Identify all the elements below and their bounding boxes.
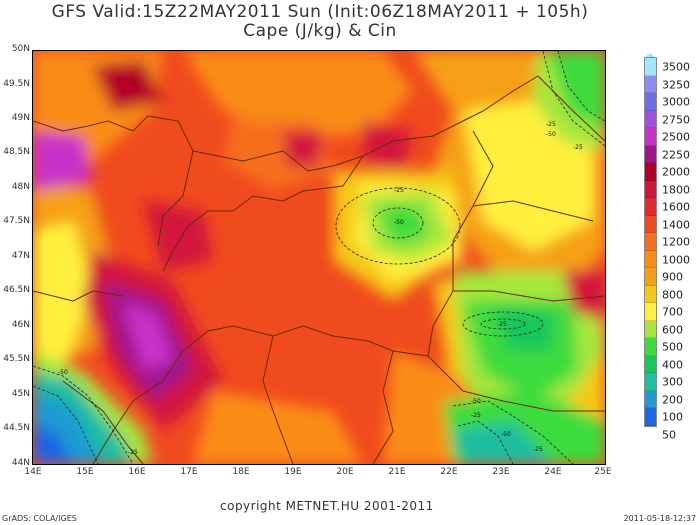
lon-label: 25E	[594, 467, 612, 477]
colorbar-label: 1800	[662, 183, 690, 196]
lat-label: 45N	[11, 389, 30, 399]
lon-label: 18E	[232, 467, 250, 477]
colorbar-swatch	[645, 233, 656, 251]
lat-label: 49.5N	[3, 79, 30, 89]
lat-label: 46N	[11, 320, 30, 330]
colorbar-swatch	[645, 198, 656, 216]
lon-label: 21E	[388, 467, 406, 477]
cin-label: -50	[58, 369, 68, 376]
colorbar-label: 200	[662, 393, 683, 406]
lat-label: 47N	[11, 251, 30, 261]
lat-label: 49N	[11, 113, 30, 123]
cin-label: -50	[394, 219, 404, 226]
cin-labels: -25 -50 -25 -50 -25 -25 -50 -25 -50 -25 …	[58, 121, 583, 456]
colorbar-label: 2500	[662, 130, 690, 144]
colorbar-label: 800	[662, 288, 683, 301]
lon-label: 22E	[440, 467, 458, 477]
colorbar-swatch	[645, 303, 656, 321]
colorbar-label: 100	[662, 410, 683, 424]
colorbar-label: 400	[662, 358, 683, 371]
lon-label: 19E	[284, 467, 302, 477]
lon-label: 15E	[76, 467, 94, 477]
cin-label: -25	[533, 446, 543, 453]
colorbar-swatch	[645, 128, 656, 146]
colorbar-swatch	[645, 408, 656, 426]
colorbar-swatch	[645, 163, 656, 181]
colorbar-swatch	[645, 320, 656, 338]
colorbar-swatch	[645, 355, 656, 373]
colorbar-label: 600	[662, 323, 683, 336]
colorbar-swatch	[645, 268, 656, 286]
colorbar-swatch	[645, 338, 656, 356]
map-title-line2: Cape (J/kg) & Cin	[243, 21, 397, 41]
grads-label: GrADS: COLA/IGES	[2, 514, 77, 523]
lon-label: 20E	[336, 467, 354, 477]
cin-label: -50	[471, 398, 481, 405]
colorbar-swatch	[645, 180, 656, 198]
copyright-text: copyright METNET.HU 2001-2011	[220, 499, 434, 513]
cin-label: -25	[573, 144, 583, 151]
colorbar-label: 1200	[662, 235, 690, 249]
colorbar	[644, 57, 657, 427]
cin-contours	[33, 51, 605, 464]
colorbar-label: 1600	[662, 200, 690, 214]
cin-label: -25	[546, 121, 556, 128]
colorbar-swatch	[645, 215, 656, 233]
colorbar-label: 3250	[662, 78, 690, 91]
lat-label: 47.5N	[3, 216, 30, 226]
lat-label: 50N	[11, 44, 30, 54]
colorbar-label: 300	[662, 375, 683, 389]
lat-label: 44N	[11, 458, 30, 468]
timestamp: 2011-05-18-12:37	[623, 514, 696, 523]
lon-label: 24E	[544, 467, 562, 477]
cin-label: -25	[128, 449, 138, 456]
colorbar-swatch	[645, 93, 656, 111]
lon-label: 16E	[128, 467, 146, 477]
colorbar-label: 700	[662, 305, 683, 319]
colorbar-swatch	[645, 390, 656, 408]
colorbar-label: 2000	[662, 165, 690, 179]
map-title-line1: GFS Valid:15Z22MAY2011 Sun (Init:06Z18MA…	[51, 2, 589, 22]
cin-label: -25	[394, 187, 404, 194]
cin-label: -50	[546, 131, 556, 138]
lat-label: 45.5N	[3, 354, 30, 364]
colorbar-label: 500	[662, 340, 683, 354]
colorbar-label: 1400	[662, 218, 690, 231]
colorbar-swatch	[645, 110, 656, 128]
colorbar-label: 3000	[662, 95, 690, 109]
cape-field	[33, 51, 605, 464]
colorbar-label: 3500	[662, 60, 690, 74]
colorbar-arrow	[644, 53, 656, 58]
cape-map: -25 -50 -25 -50 -25 -25 -50 -25 -50 -25 …	[32, 50, 606, 465]
border-lines	[33, 75, 605, 464]
colorbar-swatch	[645, 75, 656, 93]
cin-label: -25	[497, 321, 507, 328]
colorbar-swatch	[645, 250, 656, 268]
lat-label: 48N	[11, 182, 30, 192]
cin-label: -25	[471, 412, 481, 419]
colorbar-label: 1000	[662, 253, 690, 266]
colorbar-swatch	[645, 145, 656, 163]
lat-label: 46.5N	[3, 285, 30, 295]
lat-label: 44.5N	[3, 423, 30, 433]
colorbar-swatch	[645, 58, 656, 76]
lon-label: 14E	[24, 467, 42, 477]
cin-label: -50	[501, 431, 511, 438]
lat-label: 48.5N	[3, 147, 30, 157]
lon-label: 17E	[180, 467, 198, 477]
colorbar-swatch	[645, 285, 656, 303]
colorbar-swatch	[645, 373, 656, 391]
lon-label: 23E	[492, 467, 510, 477]
colorbar-label: 50	[662, 428, 676, 441]
colorbar-label: 900	[662, 270, 683, 284]
colorbar-label: 2750	[662, 113, 690, 126]
colorbar-label: 2250	[662, 148, 690, 161]
